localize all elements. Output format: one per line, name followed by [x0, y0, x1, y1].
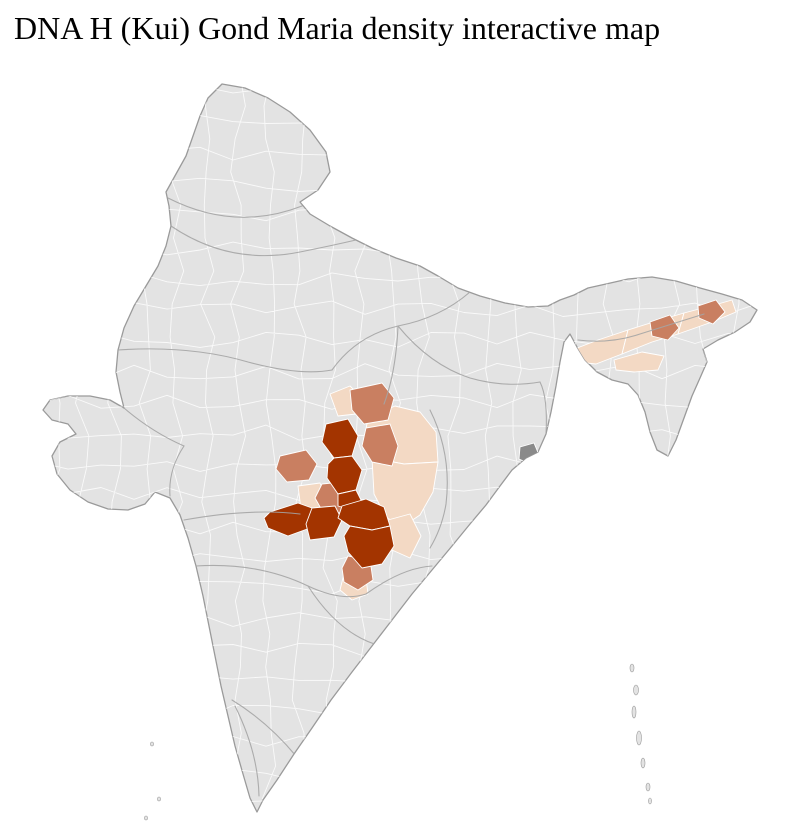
island-districts[interactable] [144, 663, 652, 821]
district-medium-density[interactable] [361, 423, 399, 467]
district-low-density[interactable] [371, 457, 439, 528]
island [150, 741, 154, 747]
island [629, 663, 635, 673]
district-medium-density-northeast[interactable] [649, 314, 680, 341]
district-low-density-northeast[interactable] [613, 351, 665, 373]
island [633, 684, 639, 696]
district-high-density[interactable] [263, 502, 313, 537]
district-high-density[interactable] [343, 525, 395, 569]
district-medium-density[interactable] [349, 382, 395, 425]
district-medium-density[interactable] [275, 449, 318, 483]
island [144, 815, 148, 821]
district-high-density[interactable] [305, 505, 343, 541]
island [157, 796, 161, 802]
page-title: DNA H (Kui) Gond Maria density interacti… [14, 10, 661, 46]
island [645, 782, 651, 792]
island [636, 730, 642, 746]
island [631, 705, 637, 719]
density-districts [263, 299, 737, 601]
island [640, 757, 646, 769]
island [648, 797, 652, 805]
